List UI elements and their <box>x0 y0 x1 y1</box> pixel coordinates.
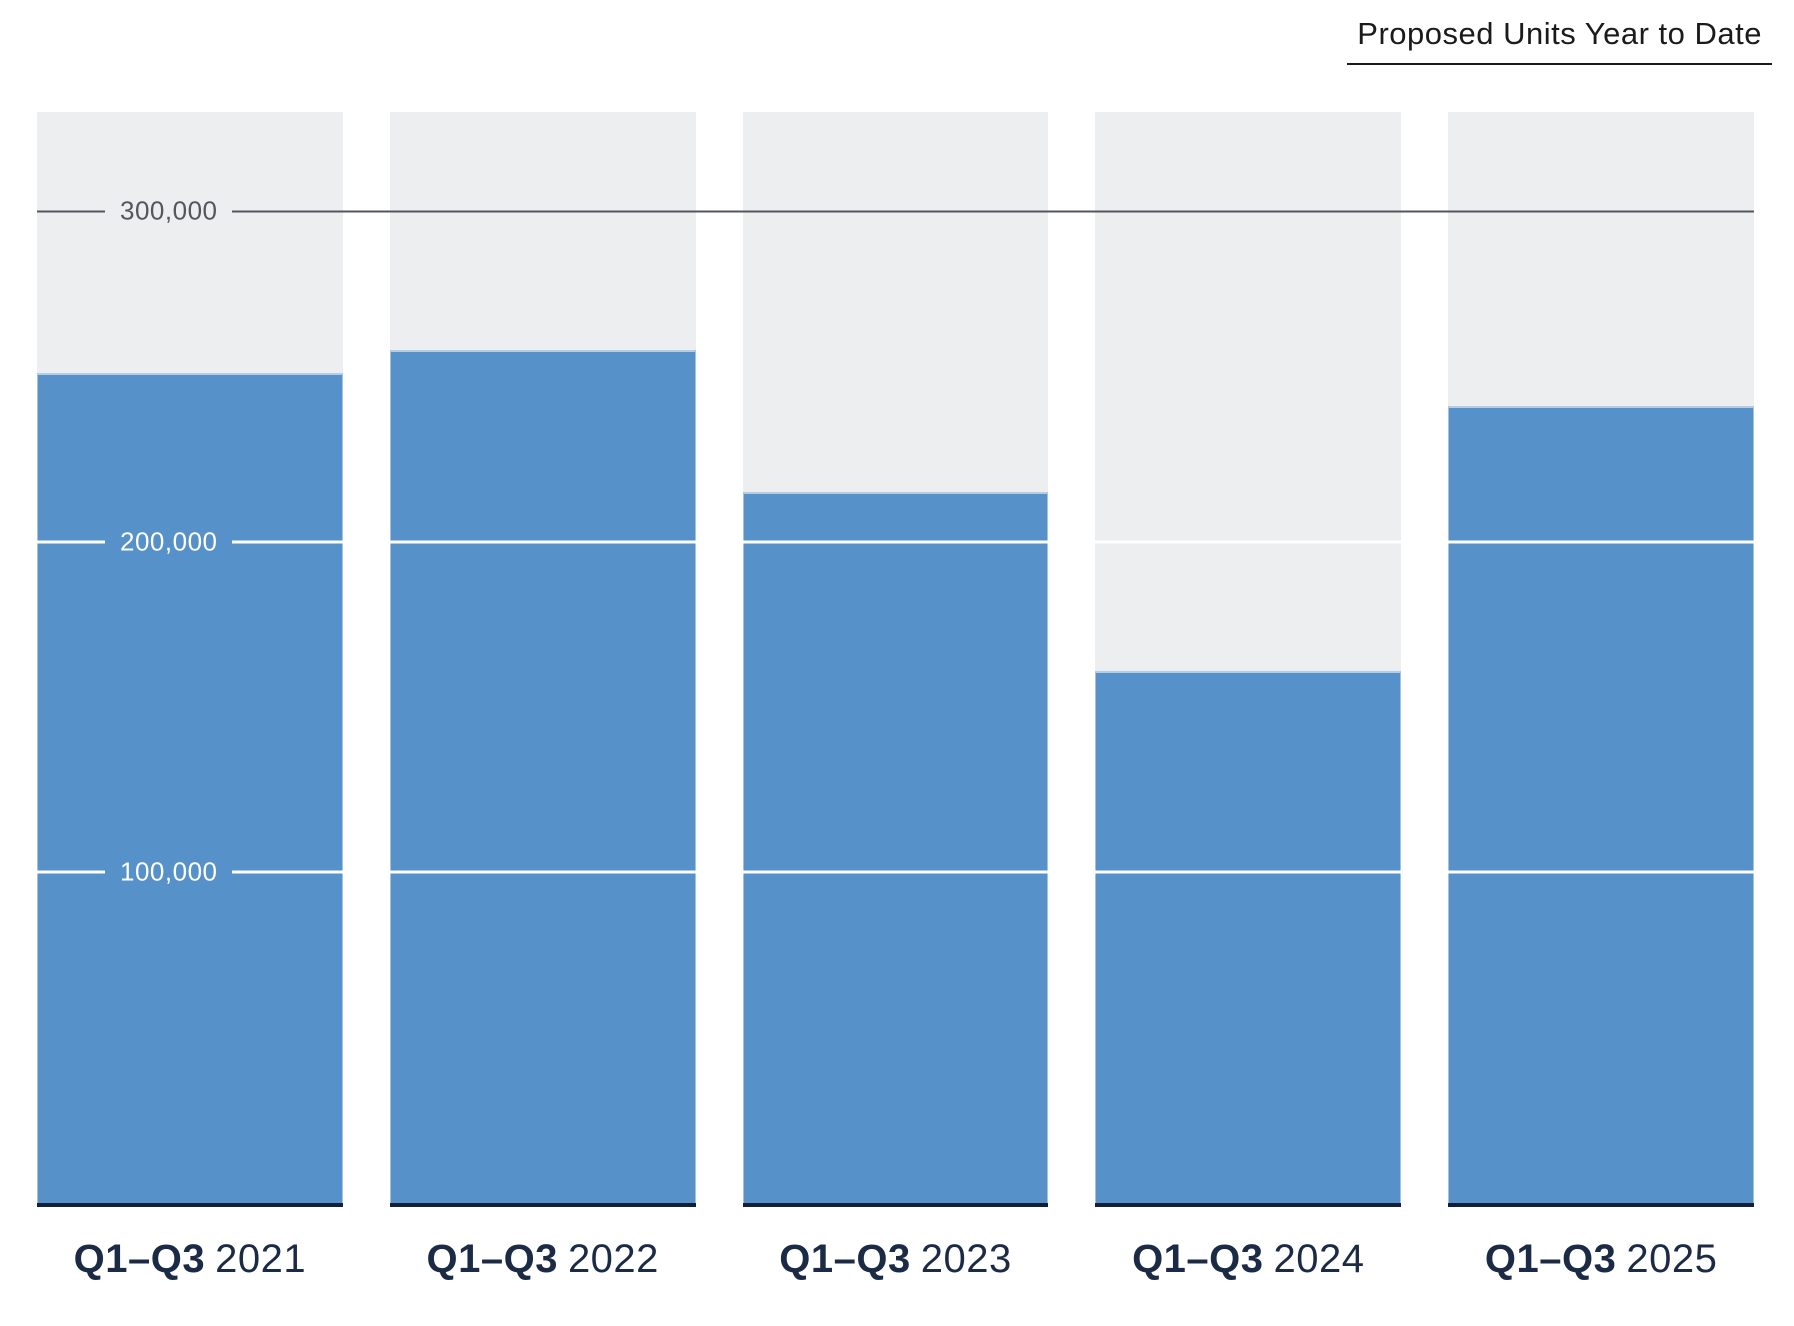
plot-area: 300,000 200,000 100,000 <box>37 112 1754 1207</box>
chart-title-link[interactable]: Proposed Units Year to Date <box>1347 16 1772 65</box>
bar-2021[interactable] <box>37 373 343 1203</box>
category-year: 2023 <box>920 1237 1012 1281</box>
category-period: Q1–Q3 <box>426 1237 558 1281</box>
bar-2022[interactable] <box>389 350 696 1203</box>
category-axis: Q1–Q3 2021 Q1–Q3 2022 Q1–Q3 2023 Q1–Q3 2024 … <box>37 1237 1754 1282</box>
bar-track-2023 <box>742 112 1049 1207</box>
bar-track-2021 <box>37 112 343 1207</box>
baseline-2023 <box>742 1203 1049 1207</box>
bar-2024[interactable] <box>1095 670 1402 1203</box>
category-year: 2022 <box>567 1237 659 1281</box>
baseline-2025 <box>1448 1203 1754 1207</box>
category-label-2025: Q1–Q3 2025 <box>1448 1237 1754 1282</box>
category-label-2021: Q1–Q3 2021 <box>37 1237 343 1282</box>
bar-track-2024 <box>1095 112 1402 1207</box>
category-year: 2024 <box>1273 1237 1365 1281</box>
category-period: Q1–Q3 <box>779 1237 911 1281</box>
category-label-2023: Q1–Q3 2023 <box>743 1237 1049 1282</box>
baseline-2022 <box>389 1203 696 1207</box>
bar-track-2025 <box>1448 112 1754 1207</box>
category-year: 2021 <box>215 1237 307 1281</box>
category-period: Q1–Q3 <box>73 1237 206 1281</box>
bar-2023[interactable] <box>742 492 1049 1203</box>
category-label-2022: Q1–Q3 2022 <box>390 1237 696 1282</box>
bar-track-2022 <box>389 112 696 1207</box>
bar-columns <box>37 112 1754 1207</box>
baseline-2021 <box>37 1203 343 1207</box>
category-period: Q1–Q3 <box>1132 1237 1264 1281</box>
bar-2025[interactable] <box>1448 406 1754 1203</box>
category-year: 2025 <box>1626 1237 1718 1281</box>
baseline-2024 <box>1095 1203 1402 1207</box>
category-label-2024: Q1–Q3 2024 <box>1095 1237 1401 1282</box>
category-period: Q1–Q3 <box>1484 1237 1617 1281</box>
